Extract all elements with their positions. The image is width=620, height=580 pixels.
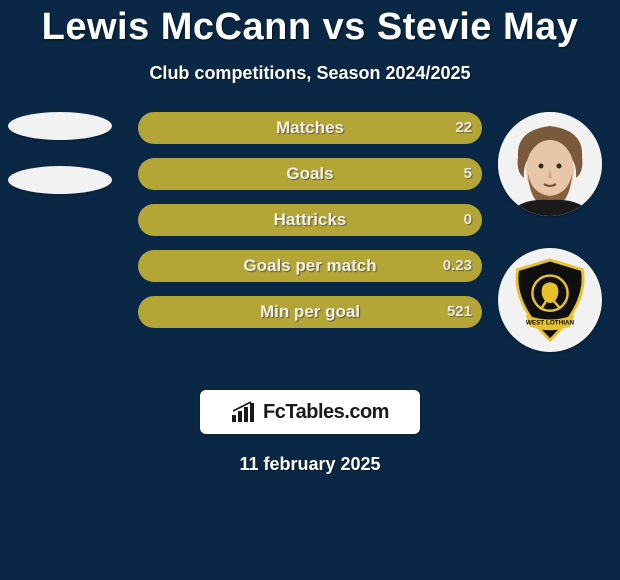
left-player-column bbox=[8, 112, 112, 220]
chart-bars-icon bbox=[231, 401, 257, 423]
left-club-badge-placeholder bbox=[8, 166, 112, 194]
svg-text:WEST LOTHIAN: WEST LOTHIAN bbox=[526, 319, 575, 326]
stat-row-goals-per-match: Goals per match 0.23 bbox=[138, 250, 482, 282]
stat-label: Matches bbox=[138, 112, 482, 144]
fctables-logo: FcTables.com bbox=[200, 390, 420, 434]
player-face-icon bbox=[498, 112, 602, 216]
stat-label: Min per goal bbox=[138, 296, 482, 328]
stat-value-right: 5 bbox=[464, 158, 472, 190]
stat-row-min-per-goal: Min per goal 521 bbox=[138, 296, 482, 328]
stat-label: Hattricks bbox=[138, 204, 482, 236]
left-player-avatar-placeholder bbox=[8, 112, 112, 140]
comparison-area: Matches 22 Goals 5 Hattricks 0 Goals per… bbox=[0, 112, 620, 372]
stat-label: Goals per match bbox=[138, 250, 482, 282]
stat-value-right: 0 bbox=[464, 204, 472, 236]
stat-row-hattricks: Hattricks 0 bbox=[138, 204, 482, 236]
logo-text: FcTables.com bbox=[263, 401, 389, 424]
stat-value-right: 0.23 bbox=[443, 250, 472, 282]
stat-row-goals: Goals 5 bbox=[138, 158, 482, 190]
stat-value-right: 521 bbox=[447, 296, 472, 328]
stat-value-right: 22 bbox=[455, 112, 472, 144]
footer-date: 11 february 2025 bbox=[0, 454, 620, 475]
subtitle: Club competitions, Season 2024/2025 bbox=[0, 63, 620, 84]
page-title: Lewis McCann vs Stevie May bbox=[0, 0, 620, 49]
stat-row-matches: Matches 22 bbox=[138, 112, 482, 144]
right-club-badge: WEST LOTHIAN bbox=[498, 248, 602, 352]
right-player-column: WEST LOTHIAN bbox=[498, 112, 602, 352]
right-player-avatar bbox=[498, 112, 602, 216]
stat-bars: Matches 22 Goals 5 Hattricks 0 Goals per… bbox=[138, 112, 482, 342]
stat-label: Goals bbox=[138, 158, 482, 190]
